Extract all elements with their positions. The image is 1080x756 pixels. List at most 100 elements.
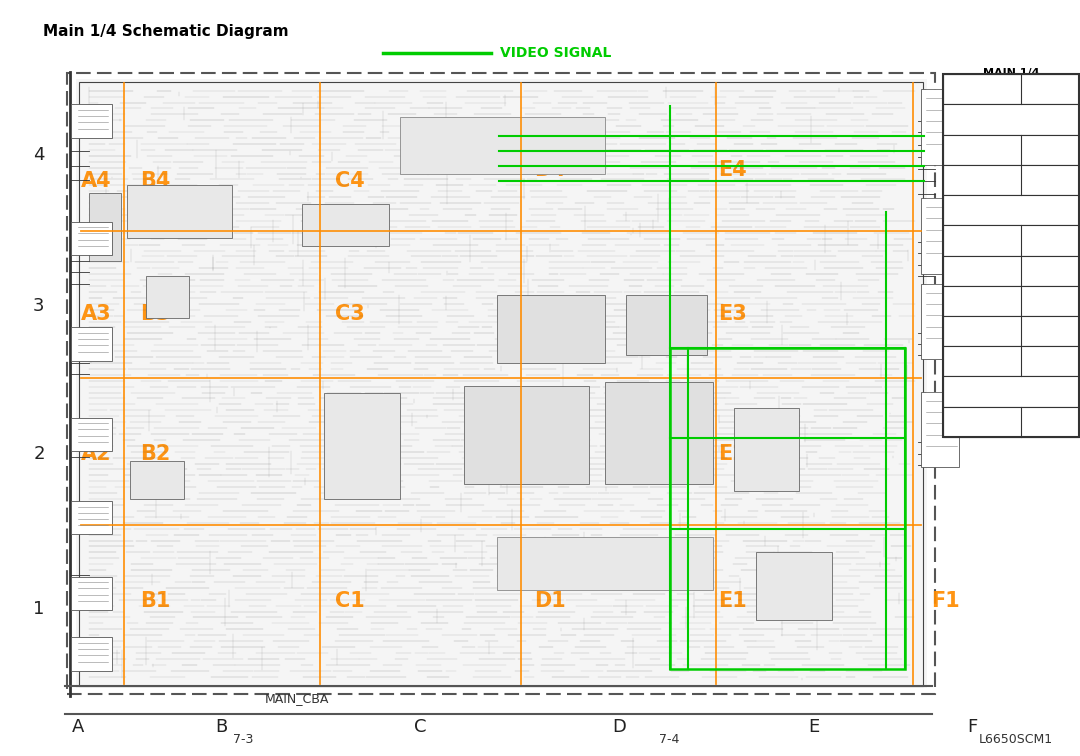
- Text: 1: 1: [33, 600, 44, 618]
- Text: Position: Position: [1030, 84, 1069, 94]
- Text: C-2: C-2: [1041, 175, 1058, 185]
- Text: B2: B2: [140, 444, 171, 463]
- Text: L6650SCM1: L6650SCM1: [978, 733, 1053, 746]
- Text: 3: 3: [33, 297, 44, 315]
- Text: A-3: A-3: [1041, 417, 1058, 427]
- Text: A-4: A-4: [1041, 296, 1058, 306]
- Text: Q131: Q131: [968, 265, 996, 276]
- Text: E1: E1: [718, 591, 747, 611]
- Bar: [76, 79, 927, 688]
- Text: 7-3: 7-3: [233, 733, 253, 746]
- Text: C4: C4: [335, 172, 365, 191]
- Bar: [71, 637, 112, 671]
- Bar: [943, 346, 1079, 376]
- Text: B-4: B-4: [1041, 326, 1058, 336]
- Text: A3: A3: [81, 304, 111, 324]
- Text: A-3: A-3: [1041, 144, 1058, 155]
- Bar: [71, 501, 112, 534]
- Text: B1: B1: [140, 591, 171, 611]
- Text: B4: B4: [140, 172, 171, 191]
- Text: E: E: [809, 718, 820, 736]
- Text: D3: D3: [535, 304, 566, 324]
- Bar: [921, 198, 959, 274]
- Text: C3: C3: [335, 304, 365, 324]
- Bar: [71, 222, 112, 255]
- Bar: [71, 327, 112, 361]
- Text: Q321: Q321: [968, 356, 996, 367]
- Bar: [943, 316, 1079, 346]
- Text: F3: F3: [931, 304, 960, 324]
- Bar: [734, 408, 799, 491]
- Text: Ref No.: Ref No.: [964, 84, 999, 94]
- Text: CONNECTOR: CONNECTOR: [976, 386, 1045, 397]
- Text: E4: E4: [718, 160, 747, 180]
- Bar: [921, 392, 959, 467]
- Bar: [89, 193, 121, 261]
- Bar: [943, 74, 1079, 104]
- Text: D: D: [612, 718, 625, 736]
- Bar: [943, 256, 1079, 286]
- Bar: [605, 382, 713, 484]
- Text: D2: D2: [535, 444, 566, 463]
- Bar: [943, 195, 1079, 225]
- Bar: [67, 73, 935, 694]
- Bar: [943, 74, 1079, 437]
- Text: D-1: D-1: [1040, 235, 1059, 246]
- Text: 7-4: 7-4: [660, 733, 679, 746]
- Bar: [943, 165, 1079, 195]
- Bar: [79, 82, 923, 686]
- Text: IC333: IC333: [967, 175, 997, 185]
- Text: A4: A4: [81, 172, 111, 191]
- Text: VIDEO SIGNAL: VIDEO SIGNAL: [500, 46, 611, 60]
- Text: D1: D1: [535, 591, 566, 611]
- Text: ICS: ICS: [1002, 114, 1020, 125]
- Text: A2: A2: [81, 444, 111, 463]
- Bar: [943, 104, 1079, 135]
- Bar: [670, 348, 905, 669]
- Bar: [943, 135, 1079, 165]
- Text: B3: B3: [140, 304, 171, 324]
- Text: E3: E3: [718, 304, 747, 324]
- Bar: [127, 185, 232, 238]
- Text: A1: A1: [81, 591, 111, 611]
- Bar: [626, 295, 707, 355]
- Bar: [943, 407, 1079, 437]
- Text: A: A: [71, 718, 84, 736]
- Text: Main 1/4 Schematic Diagram: Main 1/4 Schematic Diagram: [43, 24, 288, 39]
- Bar: [497, 537, 713, 590]
- Text: 2: 2: [33, 445, 44, 463]
- Text: D4: D4: [535, 160, 566, 180]
- Bar: [921, 284, 959, 359]
- Text: C2: C2: [335, 444, 365, 463]
- Text: F1: F1: [931, 591, 960, 611]
- Bar: [464, 386, 589, 484]
- Text: Q111: Q111: [968, 235, 996, 246]
- Bar: [71, 577, 112, 610]
- Text: A-3: A-3: [1041, 265, 1058, 276]
- Bar: [400, 117, 605, 174]
- Text: MAIN 1/4: MAIN 1/4: [983, 67, 1039, 78]
- Text: CN301: CN301: [964, 417, 999, 427]
- Text: E-2: E-2: [1041, 356, 1058, 367]
- Bar: [324, 393, 400, 499]
- Bar: [943, 286, 1079, 316]
- Bar: [497, 295, 605, 363]
- Text: F: F: [967, 718, 977, 736]
- Bar: [756, 552, 832, 620]
- Bar: [943, 376, 1079, 407]
- Bar: [302, 204, 389, 246]
- Text: F2: F2: [931, 432, 960, 452]
- Text: IC151: IC151: [967, 144, 997, 155]
- Text: B: B: [215, 718, 228, 736]
- Text: C1: C1: [335, 591, 365, 611]
- Bar: [130, 461, 184, 499]
- Bar: [71, 104, 112, 138]
- Bar: [146, 276, 189, 318]
- Text: E2: E2: [718, 444, 747, 463]
- Bar: [921, 89, 959, 165]
- Bar: [71, 418, 112, 451]
- Text: Q191: Q191: [968, 326, 996, 336]
- Text: C: C: [414, 718, 427, 736]
- Text: TRANSISTORS: TRANSISTORS: [972, 205, 1050, 215]
- Bar: [943, 225, 1079, 256]
